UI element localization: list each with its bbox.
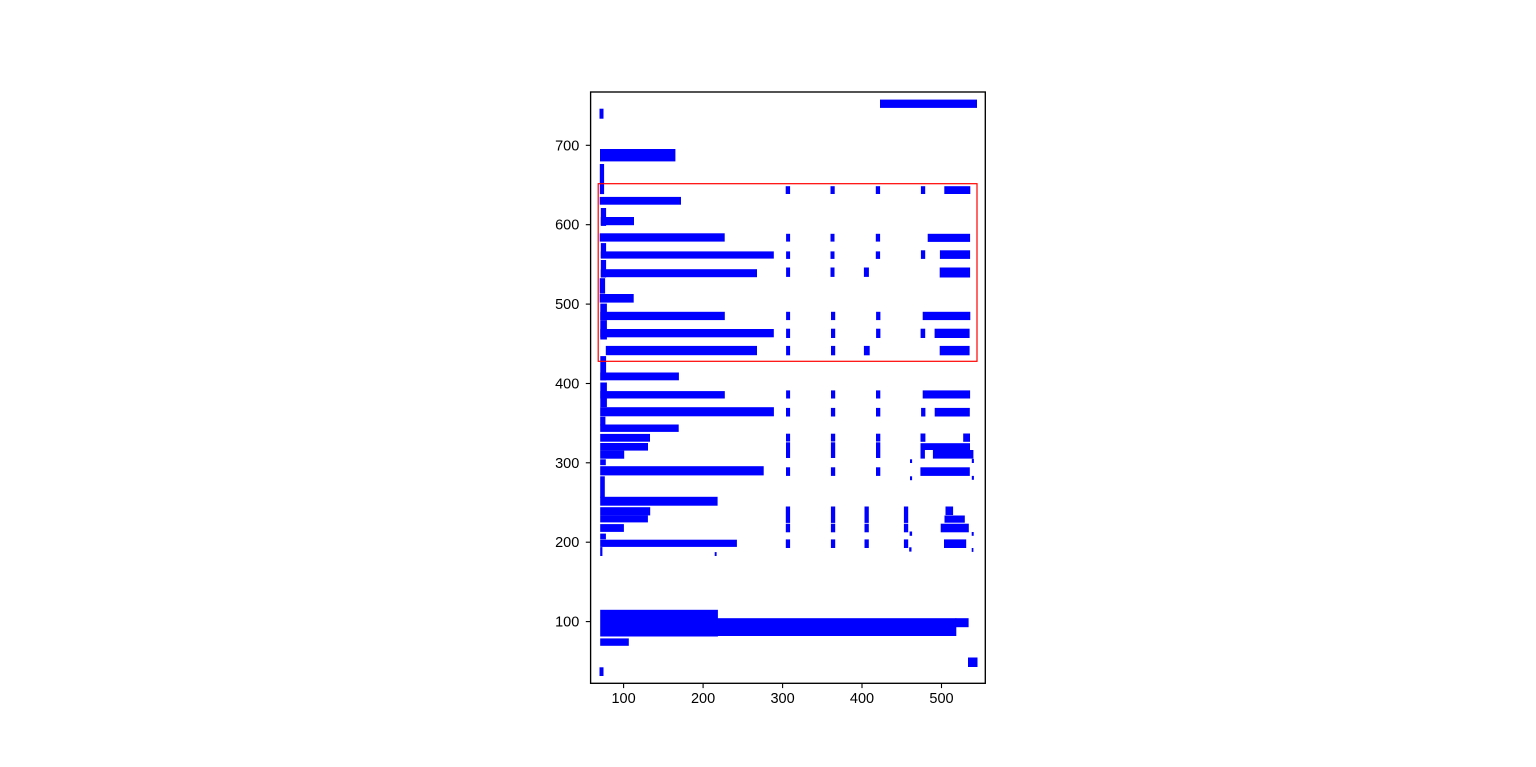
svg-text:200: 200 — [691, 691, 715, 707]
svg-text:300: 300 — [555, 456, 579, 472]
svg-text:500: 500 — [929, 691, 953, 707]
svg-text:300: 300 — [770, 691, 794, 707]
svg-text:100: 100 — [611, 691, 635, 707]
svg-text:500: 500 — [555, 297, 579, 313]
svg-text:400: 400 — [555, 377, 579, 393]
svg-text:700: 700 — [555, 138, 579, 154]
svg-text:600: 600 — [555, 218, 579, 234]
svg-text:400: 400 — [850, 691, 874, 707]
svg-text:100: 100 — [555, 615, 579, 631]
svg-text:200: 200 — [555, 535, 579, 551]
